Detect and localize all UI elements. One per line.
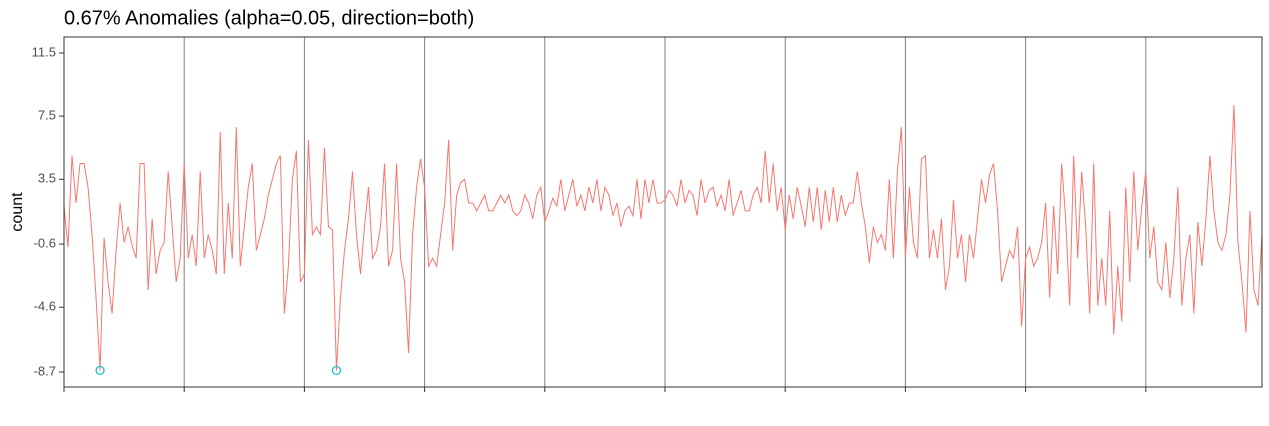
plot-border xyxy=(63,36,1263,388)
y-axis-label: count xyxy=(9,192,26,232)
chart-title: 0.67% Anomalies (alpha=0.05, direction=b… xyxy=(64,7,474,29)
y-tick-label: -0.6 xyxy=(34,235,56,250)
data-line xyxy=(63,105,1263,371)
y-tick-label: 7.5 xyxy=(38,108,56,123)
anomaly-point xyxy=(95,365,105,376)
y-tick-label: -8.7 xyxy=(34,363,56,378)
anomaly-point xyxy=(331,365,342,376)
y-tick-label: -4.6 xyxy=(34,299,56,314)
y-tick-label: 11.5 xyxy=(32,44,56,59)
y-tick-label: 3.5 xyxy=(38,171,56,186)
